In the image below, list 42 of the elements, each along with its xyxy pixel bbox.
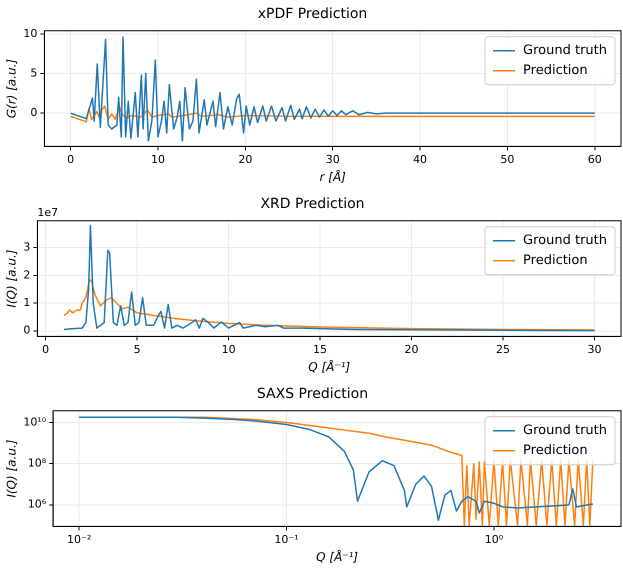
x-tick-label: 0 <box>67 152 74 166</box>
x-tick-label: 30 <box>326 152 340 166</box>
y-tick-label: 1 <box>23 296 30 309</box>
y-axis-title: I(Q) [a.u.] <box>4 439 18 498</box>
y-tick-label: 0 <box>30 106 38 120</box>
y-tick-label: 0 <box>23 324 30 337</box>
legend-label: Ground truth <box>523 423 607 438</box>
text: 1e7 <box>37 206 58 220</box>
legend-label: Prediction <box>523 253 588 268</box>
x-tick-label: 10 <box>222 342 236 356</box>
y-tick-label: 10⁸ <box>28 456 47 470</box>
chart-title: xPDF Prediction <box>258 6 368 22</box>
y-tick-label: 5 <box>30 66 38 80</box>
x-tick-label: 5 <box>134 342 141 356</box>
legend-label: Ground truth <box>523 43 607 58</box>
x-tick-label: 10⁻² <box>67 532 92 546</box>
y-tick-label: 10⁶ <box>28 498 47 511</box>
x-tick-label: 20 <box>404 342 419 356</box>
x-axis-title: r [Å] <box>320 168 346 184</box>
chart-title: SAXS Prediction <box>256 386 368 402</box>
x-tick-label: 30 <box>587 342 602 356</box>
x-tick-label: 10 <box>150 152 165 166</box>
x-tick-label: 10⁰ <box>484 532 504 546</box>
legend-label: Ground truth <box>523 233 607 248</box>
y-axis-title: G(r) [a.u.] <box>4 58 18 118</box>
y-tick-label: 3 <box>23 240 30 254</box>
y-tick-label: 10¹⁰ <box>23 415 47 428</box>
x-axis-title: Q [Å⁻¹] <box>308 358 350 374</box>
x-tick-label: 15 <box>313 342 328 356</box>
legend-label: Prediction <box>523 63 588 78</box>
x-tick-label: 40 <box>413 152 428 166</box>
x-tick-label: 10⁻¹ <box>274 532 299 546</box>
y-tick-label: 2 <box>23 268 30 282</box>
x-tick-label: 50 <box>500 152 514 166</box>
x-tick-label: 25 <box>496 342 510 356</box>
y-axis-title: I(Q) [a.u.] <box>4 249 18 308</box>
x-tick-label: 60 <box>588 152 602 166</box>
chart-title: XRD Prediction <box>260 196 365 212</box>
x-tick-label: 20 <box>238 152 252 166</box>
x-axis-title: Q [Å⁻¹] <box>316 548 358 564</box>
legend-label: Prediction <box>523 443 588 458</box>
y-tick-label: 10 <box>23 26 38 40</box>
